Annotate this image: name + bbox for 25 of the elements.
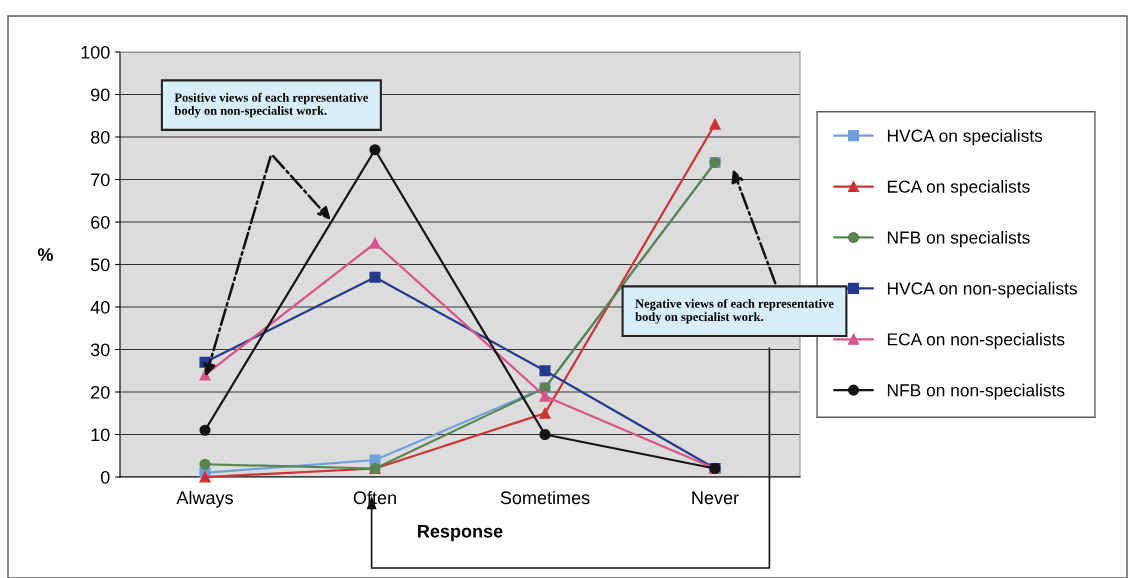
annotation: Positive views of each representative body on non-specialist work. xyxy=(174,92,369,118)
x-tick-label: Never xyxy=(692,491,739,505)
legend-label: ECA on specialists xyxy=(887,180,1030,197)
x-tick-label: Always xyxy=(176,490,233,508)
legend-label: ECA on non-specialists xyxy=(887,332,1065,349)
y-tick-label: 100 xyxy=(81,45,110,59)
y-tick-label: 20 xyxy=(91,385,110,399)
y-tick-label: 80 xyxy=(90,130,110,144)
y-tick-label: 70 xyxy=(91,173,110,187)
y-axis-title: % xyxy=(37,248,53,261)
legend-label: NFB on specialists xyxy=(887,230,1030,248)
x-axis-title: Response xyxy=(418,525,503,542)
y-tick-label: 60 xyxy=(91,215,110,229)
y-tick-label: 50 xyxy=(90,258,110,272)
legend-label: HVCA on specialists xyxy=(887,129,1043,146)
y-tick-label: 30 xyxy=(90,343,110,357)
x-tick-label: Often xyxy=(353,490,396,505)
legend-label: NFB on non-specialists xyxy=(887,383,1065,400)
legend-label: HVCA on non-specialists xyxy=(887,281,1077,299)
y-tick-label: 10 xyxy=(91,428,110,442)
y-tick-label: 0 xyxy=(100,470,110,484)
annotation: Negative views of each representative body on specialist work. xyxy=(635,298,834,324)
x-tick-label: Sometimes xyxy=(500,490,590,505)
y-tick-label: 40 xyxy=(90,300,110,314)
y-tick-label: 90 xyxy=(91,88,110,102)
